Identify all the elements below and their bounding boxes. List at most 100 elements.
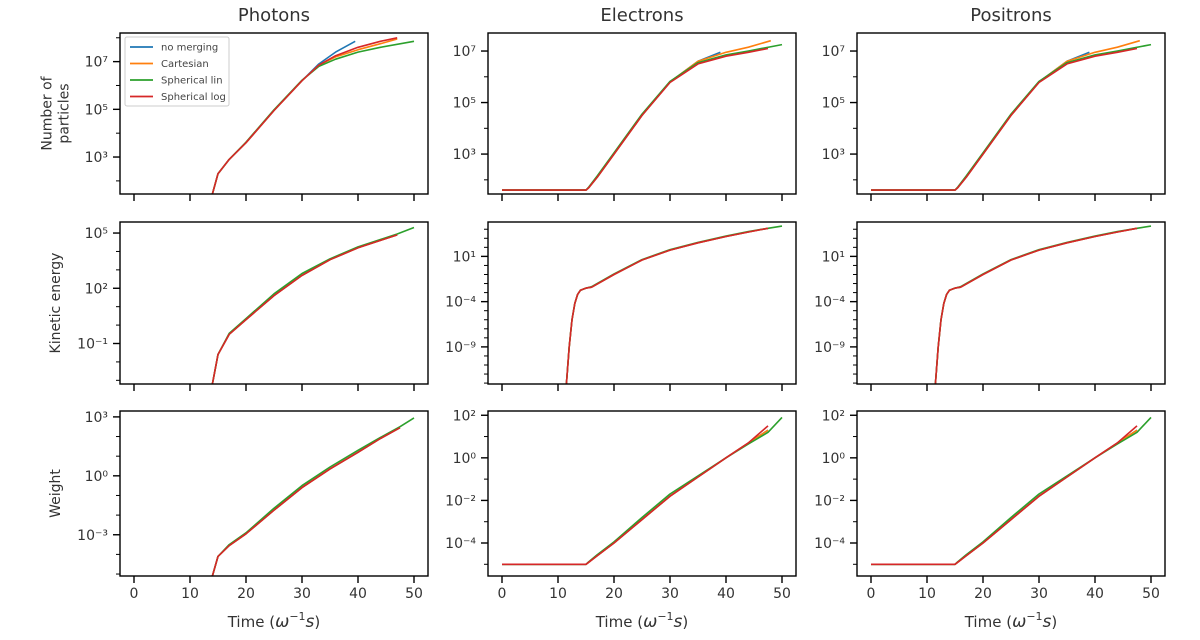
- y-tick-label: 10⁰: [85, 469, 109, 485]
- panel-electrons-row-1: 10⁻⁹ 10⁻⁴ 10¹: [445, 221, 797, 391]
- y-tick-label: 10⁻⁴: [814, 536, 845, 552]
- series-line-spherical-lin: [502, 43, 783, 191]
- axes-frame: [856, 221, 1166, 385]
- panel-electrons-row-0: 10³ 10⁵ 10⁷: [453, 32, 797, 201]
- x-tick-label: 0: [498, 586, 507, 602]
- axes-frame: [119, 221, 429, 385]
- x-axis-label: Time (ω−1s): [964, 610, 1058, 632]
- column-title-positrons: Positrons: [970, 5, 1051, 26]
- axes-frame: [856, 32, 1166, 195]
- series-line-no-merging: [211, 40, 356, 194]
- panel-photons-row-1: 10⁻¹ 10² 10⁵: [77, 221, 429, 391]
- legend: no merging Cartesian Spherical lin Spherica…: [124, 36, 230, 107]
- x-tick-label: 40: [349, 586, 367, 602]
- series-line-spherical-lin: [211, 417, 415, 576]
- series-line-cartesian: [871, 39, 1141, 191]
- axes-frame: [487, 410, 797, 577]
- x-tick-label: 40: [1086, 586, 1104, 602]
- y-tick-label: 10⁻²: [814, 493, 845, 509]
- series-line-spherical-log: [211, 234, 398, 384]
- y-tick-label: 10²: [453, 408, 476, 424]
- x-tick-label: 30: [293, 586, 311, 602]
- series-line-cartesian: [211, 38, 398, 194]
- y-tick-label: 10¹: [453, 249, 476, 265]
- x-tick-label: 30: [661, 586, 679, 602]
- legend-box: [124, 36, 230, 107]
- y-tick-label: 10²: [822, 408, 845, 424]
- series-line-cartesian: [502, 429, 769, 566]
- legend-label: no merging: [161, 43, 218, 54]
- ylabel-line: Weight: [48, 469, 64, 518]
- panel-photons-row-2: 0 10 20 30 40 50 10⁻³ 10⁰ 10³ Time (ω−1s): [77, 410, 429, 632]
- y-tick-label: 10²: [85, 281, 108, 297]
- y-tick-label: 10⁷: [85, 55, 108, 71]
- series-line-spherical-log: [502, 425, 769, 566]
- series-line-spherical-log: [871, 425, 1138, 566]
- y-tick-label: 10⁻²: [445, 493, 476, 509]
- y-tick-label: 10⁻⁴: [445, 536, 476, 552]
- series-line-spherical-lin: [871, 43, 1152, 191]
- y-tick-label: 10⁰: [822, 451, 846, 467]
- y-tick-label: 10³: [453, 147, 476, 163]
- x-tick-label: 0: [867, 586, 876, 602]
- x-tick-label: 30: [1030, 586, 1048, 602]
- legend-label: Cartesian: [161, 59, 209, 70]
- x-tick-label: 10: [181, 586, 199, 602]
- y-tick-label: 10⁵: [453, 96, 476, 112]
- row-ylabel-1: Kinetic energy: [48, 253, 64, 354]
- series-line-no-merging: [502, 429, 769, 566]
- y-tick-label: 10⁰: [453, 451, 477, 467]
- series-line-cartesian: [211, 234, 398, 384]
- x-tick-label: 20: [605, 586, 623, 602]
- y-tick-label: 10⁻⁴: [814, 295, 845, 311]
- series-line-cartesian: [211, 426, 401, 576]
- x-tick-label: 10: [549, 586, 567, 602]
- x-tick-label: 40: [717, 586, 735, 602]
- series-line-spherical-log: [211, 426, 401, 576]
- axes-frame: [487, 221, 797, 385]
- series-line-cartesian: [871, 429, 1138, 566]
- y-tick-label: 10³: [85, 150, 108, 166]
- row-ylabel-0: Number of particles: [40, 75, 73, 150]
- y-tick-label: 10⁻³: [77, 528, 108, 544]
- series-line-spherical-log: [565, 227, 769, 384]
- row-ylabel-2: Weight: [48, 469, 64, 518]
- series-line-spherical-log: [502, 47, 769, 191]
- y-tick-label: 10¹: [822, 249, 845, 265]
- y-tick-label: 10⁵: [85, 226, 108, 242]
- y-tick-label: 10³: [85, 410, 108, 426]
- series-line-no-merging: [211, 426, 401, 576]
- x-tick-label: 50: [773, 586, 791, 602]
- series-line-spherical-lin: [871, 416, 1152, 566]
- y-tick-label: 10⁻¹: [77, 337, 108, 353]
- series-line-spherical-log: [871, 47, 1138, 191]
- y-tick-label: 10³: [822, 147, 845, 163]
- series-line-cartesian: [502, 39, 772, 191]
- x-axis-label: Time (ω−1s): [595, 610, 689, 632]
- y-tick-label: 10⁻⁴: [445, 295, 476, 311]
- x-tick-label: 50: [405, 586, 423, 602]
- series-line-spherical-lin: [211, 226, 415, 384]
- legend-label: Spherical lin: [161, 76, 223, 87]
- y-tick-label: 10⁵: [85, 102, 108, 118]
- panel-positrons-row-0: 10³ 10⁵ 10⁷: [822, 32, 1166, 201]
- series-line-no-merging: [871, 429, 1138, 566]
- panel-positrons-row-1: 10⁻⁹ 10⁻⁴ 10¹: [814, 221, 1166, 391]
- axes-frame: [487, 32, 797, 195]
- panel-photons-row-0: 10³ 10⁵ 10⁷ no merging Cartesian Spherical li…: [85, 32, 429, 201]
- x-tick-label: 20: [974, 586, 992, 602]
- x-tick-label: 0: [130, 586, 139, 602]
- axes-frame: [856, 410, 1166, 577]
- ylabel-line: particles: [57, 83, 73, 143]
- ylabel-line: Number of: [40, 75, 56, 150]
- y-tick-label: 10⁻⁹: [445, 340, 476, 356]
- series-line-spherical-lin: [211, 40, 415, 194]
- y-tick-label: 10⁷: [453, 44, 476, 60]
- series-line-no-merging: [211, 234, 398, 384]
- panel-positrons-row-2: 0 10 20 30 40 50 10⁻⁴ 10⁻² 10⁰ 10² Time (ω−1s): [814, 408, 1166, 632]
- column-title-photons: Photons: [238, 5, 310, 26]
- x-axis-label: Time (ω−1s): [227, 610, 321, 632]
- ylabel-line: Kinetic energy: [48, 253, 64, 354]
- series-line-spherical-lin: [502, 416, 783, 566]
